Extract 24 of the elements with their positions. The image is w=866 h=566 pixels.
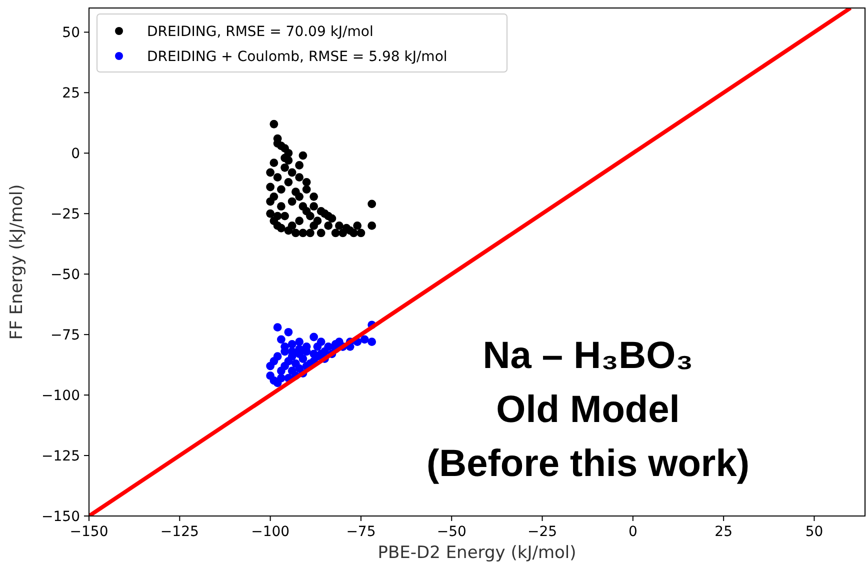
annotation: Old Model — [496, 389, 680, 431]
x-tick-label: −125 — [160, 524, 199, 540]
legend-label: DREIDING, RMSE = 70.09 kJ/mol — [147, 24, 374, 40]
y-tick-label: 50 — [62, 25, 80, 42]
x-tick-label: −25 — [528, 524, 558, 540]
y-tick-label: −150 — [42, 508, 80, 525]
y-tick-label: −125 — [42, 448, 80, 464]
legend-label: DREIDING + Coulomb, RMSE = 5.98 kJ/mol — [147, 48, 448, 65]
x-tick-label: −50 — [436, 524, 466, 540]
annotation: Na – H₃BO₃ — [482, 335, 694, 377]
y-tick-label: −50 — [50, 266, 80, 283]
x-axis-title: PBE-D2 Energy (kJ/mol) — [378, 543, 576, 563]
x-tick-label: 0 — [628, 524, 638, 540]
x-tick-label: 50 — [805, 524, 824, 540]
y-tick-label: 25 — [62, 86, 80, 102]
x-tick-label: −75 — [346, 524, 376, 540]
y-tick-label: −75 — [50, 327, 80, 344]
y-axis-title: FF Energy (kJ/mol) — [7, 184, 27, 340]
x-tick-label: −100 — [251, 524, 290, 540]
y-tick-label: −25 — [50, 206, 80, 223]
y-tick-label: −100 — [42, 388, 80, 404]
y-tick-label: 0 — [71, 146, 80, 162]
x-tick-label: 25 — [714, 524, 732, 540]
annotation: (Before this work) — [426, 443, 750, 485]
